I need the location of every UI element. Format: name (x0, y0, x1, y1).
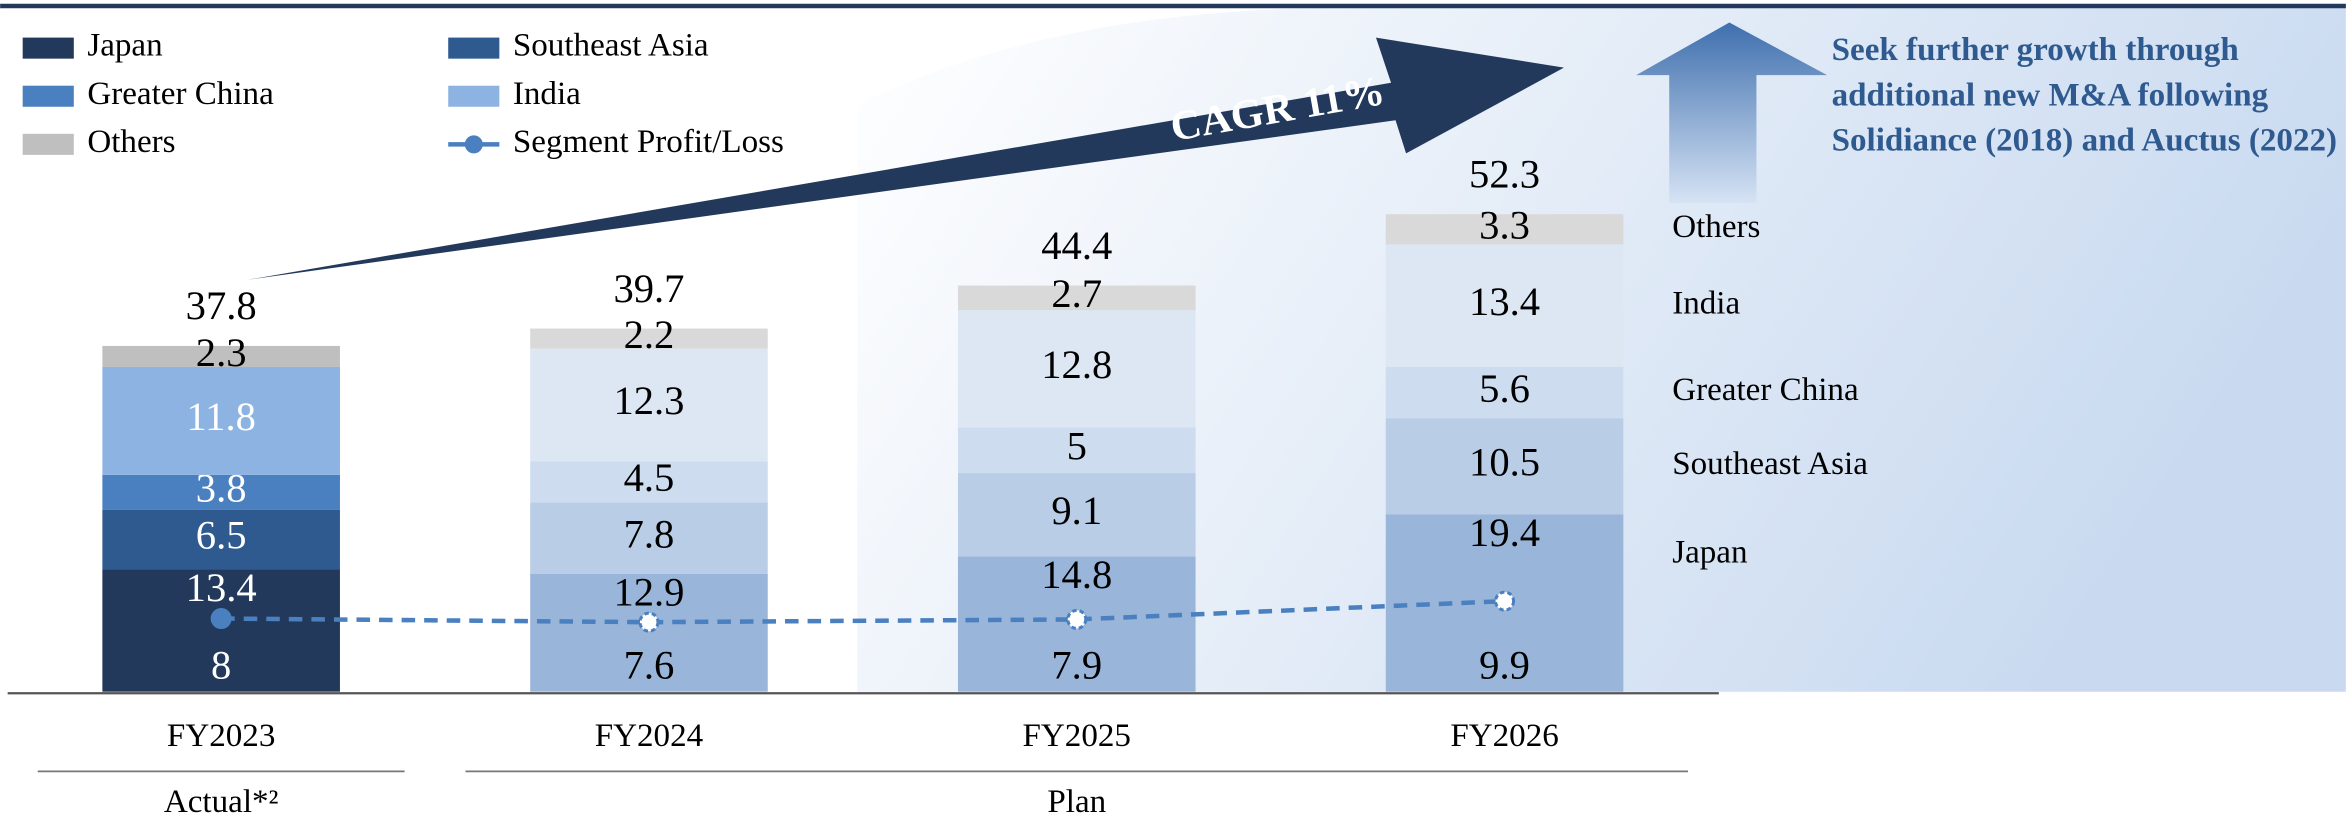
bar-segment (957, 427, 1196, 474)
segment-label: 6.5 (196, 513, 247, 558)
bar-segment (530, 328, 768, 349)
bar-segment (957, 310, 1196, 428)
total-label: 39.7 (613, 266, 684, 311)
bar-segment (102, 474, 340, 510)
bar-segment (102, 345, 340, 367)
bar-segment (102, 366, 340, 475)
legend-swatch (448, 85, 500, 107)
profit-label: 7.6 (624, 642, 675, 687)
group-label: Actual*² (164, 784, 279, 815)
legend-label: Japan (87, 28, 163, 64)
up-arrow (1636, 22, 1828, 203)
series-side-label: Southeast Asia (1672, 446, 1868, 482)
profit-marker (210, 607, 232, 630)
legend-marker (464, 135, 483, 154)
segment-label: 13.4 (186, 565, 257, 610)
segment-label: 10.5 (1469, 440, 1540, 485)
x-tick-label: FY2025 (1023, 718, 1131, 754)
segment-label: 12.3 (613, 378, 684, 423)
segment-label: 3.3 (1479, 203, 1530, 248)
total-label: 52.3 (1469, 151, 1540, 196)
segment-label: 19.4 (1469, 510, 1540, 555)
bar-segment (530, 348, 768, 462)
bar-segment (1385, 418, 1624, 515)
group-label: Plan (1047, 784, 1106, 815)
segment-label: 4.5 (624, 455, 675, 500)
bar-segment (530, 461, 768, 503)
legend-label: Greater China (87, 76, 274, 112)
legend-label: Southeast Asia (513, 28, 709, 64)
segment-label: 12.8 (1041, 342, 1112, 387)
series-side-label: Others (1672, 209, 1760, 245)
bar-segment (1385, 366, 1624, 419)
segment-label: 9.1 (1051, 488, 1102, 533)
series-side-label: Japan (1672, 534, 1748, 570)
profit-line (221, 598, 1505, 625)
bar-segment (530, 573, 768, 692)
bar-segment (957, 473, 1196, 557)
segment-label: 5.6 (1479, 366, 1530, 411)
annotation-box: Seek further growth through additional n… (1831, 30, 2338, 158)
profit-label: 8 (211, 642, 231, 687)
legend-label: India (513, 76, 581, 112)
bar-segment (1385, 214, 1624, 245)
profit-marker (638, 611, 660, 633)
bar-segment (530, 502, 768, 574)
profit-label: 9.9 (1479, 642, 1530, 687)
cagr-arrow (248, 37, 1564, 280)
profit-marker (1494, 590, 1516, 612)
x-tick-label: FY2026 (1450, 718, 1558, 754)
annotation: Seek further growth through additional n… (1831, 30, 2338, 158)
segment-label: 2.3 (196, 330, 247, 375)
x-tick-label: FY2023 (167, 718, 275, 754)
legend-swatch (22, 37, 74, 59)
segment-label: 11.8 (186, 394, 256, 439)
series-side-label: Greater China (1672, 372, 1859, 408)
profit-marker (1066, 608, 1088, 630)
bar-segment (102, 509, 340, 570)
legend-swatch (22, 133, 74, 155)
legend-swatch (448, 37, 500, 59)
segment-label: 2.2 (624, 312, 675, 357)
segment-label: 14.8 (1041, 552, 1112, 597)
legend-swatch (22, 85, 74, 107)
segment-label: 5 (1067, 424, 1087, 469)
bar-segment (102, 569, 340, 692)
x-tick-label: FY2024 (595, 718, 704, 754)
bar-segment (957, 285, 1196, 311)
segment-label: 7.8 (624, 511, 675, 556)
bar-segment (1385, 244, 1624, 367)
total-label: 37.8 (186, 283, 257, 328)
total-label: 44.4 (1041, 223, 1112, 268)
profit-label: 7.9 (1051, 642, 1102, 687)
legend-label: Segment Profit/Loss (513, 124, 784, 160)
segment-label: 2.7 (1051, 271, 1102, 316)
segment-label: 13.4 (1469, 279, 1540, 324)
segment-label: 12.9 (613, 570, 684, 615)
legend-label: Others (87, 124, 175, 160)
series-side-label: India (1672, 285, 1740, 321)
